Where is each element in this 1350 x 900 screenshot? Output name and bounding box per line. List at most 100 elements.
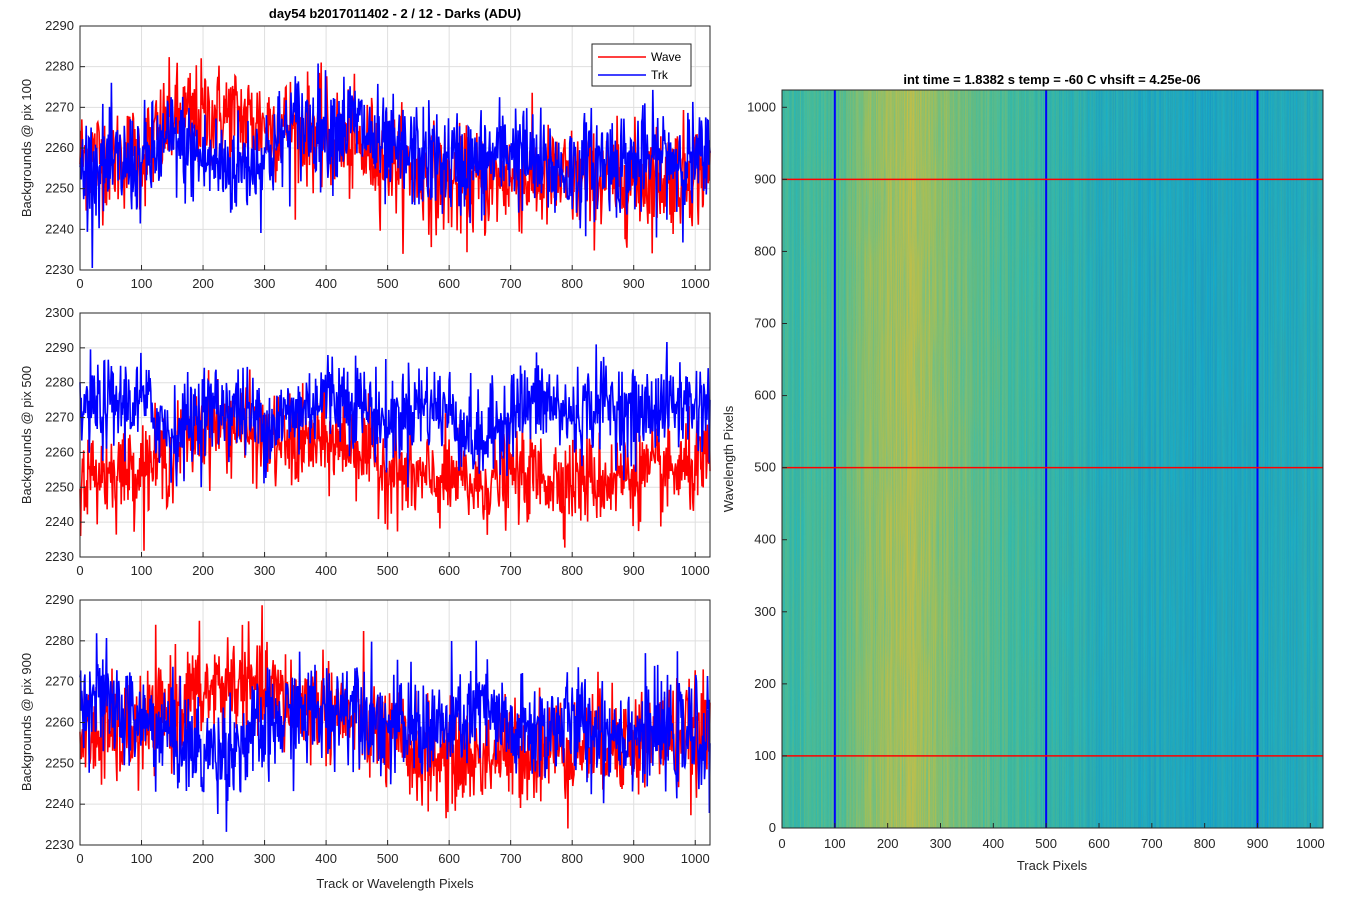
x-tick-label: 0 (76, 851, 83, 866)
x-tick-label: 500 (377, 563, 399, 578)
ylabel-pix-900: Backgrounds @ pix 900 (19, 653, 34, 791)
heatmap-y-tick-label: 300 (754, 604, 776, 619)
heatmap-y-tick-label: 600 (754, 388, 776, 403)
series-trk-pix-500 (79, 341, 711, 488)
heatmap-y-tick-label: 900 (754, 171, 776, 186)
x-tick-label: 800 (561, 851, 583, 866)
y-tick-label: 2270 (45, 410, 74, 425)
x-tick-label: 500 (377, 276, 399, 291)
series-trk-pix-100 (79, 63, 711, 269)
x-tick-label: 0 (76, 276, 83, 291)
y-tick-label: 2280 (45, 59, 74, 74)
heatmap-x-tick-label: 700 (1141, 836, 1163, 851)
y-tick-label: 2230 (45, 262, 74, 277)
y-tick-label: 2260 (45, 715, 74, 730)
heatmap-streak-texture (782, 90, 1323, 828)
x-tick-label: 400 (315, 563, 337, 578)
legend-box (591, 43, 692, 87)
x-tick-label: 600 (438, 276, 460, 291)
heatmap-y-tick-label: 100 (754, 748, 776, 763)
ylabel-pix-500: Backgrounds @ pix 500 (19, 366, 34, 504)
y-tick-label: 2230 (45, 837, 74, 852)
y-tick-label: 2270 (45, 674, 74, 689)
x-ticks-pix-900: 0 100 200 300 400 500 600 700 800 900 1000 (76, 840, 710, 866)
y-tick-label: 2290 (45, 592, 74, 607)
heatmap-xlabel: Track Pixels (1017, 858, 1088, 873)
x-ticks-pix-500: 0 100 200 300 400 500 600 700 800 900 1000 (76, 552, 710, 578)
x-tick-label: 200 (192, 851, 214, 866)
x-tick-label: 800 (561, 276, 583, 291)
x-tick-label: 500 (377, 851, 399, 866)
x-tick-label: 1000 (681, 563, 710, 578)
x-tick-label: 800 (561, 563, 583, 578)
y-tick-label: 2250 (45, 181, 74, 196)
x-tick-label: 900 (623, 276, 645, 291)
xlabel-left: Track or Wavelength Pixels (316, 876, 474, 891)
heatmap-ylabel: Wavelength Pixels (721, 405, 736, 512)
y-tick-label: 2250 (45, 479, 74, 494)
x-tick-label: 300 (254, 276, 276, 291)
heatmap-x-tick-label: 400 (982, 836, 1004, 851)
y-tick-label: 2280 (45, 375, 74, 390)
x-tick-label: 900 (623, 851, 645, 866)
x-tick-label: 1000 (681, 276, 710, 291)
heatmap-x-tick-label: 900 (1247, 836, 1269, 851)
line-trk-pix-900 (79, 633, 711, 832)
y-tick-label: 2290 (45, 340, 74, 355)
legend-label-trk: Trk (651, 68, 669, 82)
x-tick-label: 700 (500, 563, 522, 578)
heatmap-y-tick-label: 400 (754, 532, 776, 547)
x-tick-label: 200 (192, 563, 214, 578)
x-tick-label: 300 (254, 851, 276, 866)
legend: Wave Trk (591, 43, 692, 87)
x-tick-label: 300 (254, 563, 276, 578)
y-tick-label: 2280 (45, 633, 74, 648)
ylabel-pix-100: Backgrounds @ pix 100 (19, 79, 34, 217)
x-tick-label: 600 (438, 563, 460, 578)
heatmap-image (782, 90, 1323, 828)
y-tick-label: 2250 (45, 755, 74, 770)
subplot-pix-100: 0 100 200 300 400 500 600 700 800 900 1000 2230 224… (19, 6, 711, 291)
heatmap-vertical-markers (833, 90, 1259, 828)
y-ticks-pix-100: 2230 2240 2250 2260 2270 2280 2290 (45, 18, 85, 277)
heatmap-x-tick-label: 300 (930, 836, 952, 851)
heatmap-x-ticks: 0 100 200 300 400 500 600 700 800 900 1000 (778, 823, 1325, 851)
y-tick-label: 2240 (45, 221, 74, 236)
x-tick-label: 200 (192, 276, 214, 291)
series-trk-pix-900 (79, 633, 711, 832)
heatmap-y-tick-label: 1000 (747, 99, 776, 114)
heatmap-panel: int time = 1.8382 s temp = -60 C vhsift … (721, 72, 1325, 873)
x-tick-label: 700 (500, 851, 522, 866)
figure-title: day54 b2017011402 - 2 / 12 - Darks (ADU) (269, 6, 521, 21)
y-ticks-pix-900: 2230 2240 2250 2260 2270 2280 2290 (45, 592, 85, 852)
heatmap-y-tick-label: 0 (769, 820, 776, 835)
line-trk-pix-100 (79, 63, 711, 269)
heatmap-x-tick-label: 800 (1194, 836, 1216, 851)
heatmap-y-ticks: 0 100 200 300 400 500 600 700 800 900 1000 (747, 99, 787, 835)
x-tick-label: 100 (131, 276, 153, 291)
heatmap-x-tick-label: 100 (824, 836, 846, 851)
heatmap-axes-box (781, 89, 1324, 829)
subplot-pix-900: 0 100 200 300 400 500 600 700 800 900 1000 2230 224… (19, 592, 711, 891)
y-tick-label: 2260 (45, 444, 74, 459)
heatmap-x-tick-label: 500 (1035, 836, 1057, 851)
heatmap-x-tick-label: 200 (877, 836, 899, 851)
heatmap-title: int time = 1.8382 s temp = -60 C vhsift … (903, 72, 1200, 87)
x-tick-label: 1000 (681, 851, 710, 866)
x-tick-label: 100 (131, 851, 153, 866)
heatmap-x-tick-label: 1000 (1296, 836, 1325, 851)
heatmap-y-tick-label: 800 (754, 243, 776, 258)
x-tick-label: 900 (623, 563, 645, 578)
x-tick-label: 400 (315, 851, 337, 866)
x-tick-label: 400 (315, 276, 337, 291)
x-tick-label: 0 (76, 563, 83, 578)
x-ticks-pix-100: 0 100 200 300 400 500 600 700 800 900 1000 (76, 265, 710, 291)
y-tick-label: 2240 (45, 514, 74, 529)
y-ticks-pix-500: 2230 2240 2250 2260 2270 2280 2290 2300 (45, 305, 85, 564)
y-tick-label: 2290 (45, 18, 74, 33)
y-tick-label: 2270 (45, 99, 74, 114)
subplot-pix-500: 0 100 200 300 400 500 600 700 800 900 1000 2230 224… (19, 305, 711, 578)
heatmap-y-tick-label: 700 (754, 316, 776, 331)
heatmap-x-tick-label: 600 (1088, 836, 1110, 851)
